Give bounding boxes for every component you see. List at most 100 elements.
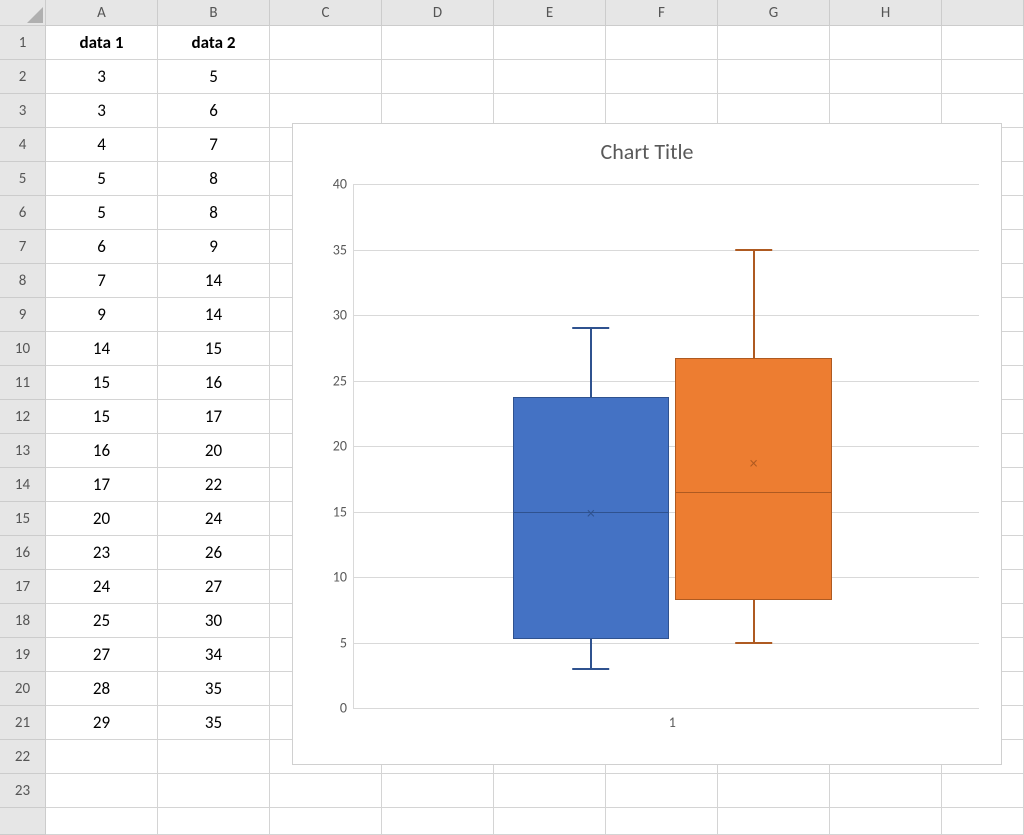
cell[interactable]: 25 [46,604,158,638]
cell[interactable]: data 1 [46,26,158,60]
select-all-corner[interactable] [0,0,46,26]
row-header[interactable]: 14 [0,468,46,502]
cell[interactable] [382,60,494,94]
cell[interactable] [718,774,830,808]
cell[interactable] [494,774,606,808]
row-header[interactable]: 1 [0,26,46,60]
column-header[interactable]: F [606,0,718,26]
row-header[interactable]: 13 [0,434,46,468]
cell[interactable]: 35 [158,706,270,740]
cell[interactable]: 14 [46,332,158,366]
cell[interactable]: 7 [158,128,270,162]
column-header[interactable]: C [270,0,382,26]
cell[interactable] [942,60,1024,94]
column-header[interactable]: D [382,0,494,26]
cell[interactable] [494,60,606,94]
cell[interactable] [718,60,830,94]
cell[interactable]: 15 [46,400,158,434]
cell[interactable] [270,774,382,808]
cell[interactable]: 34 [158,638,270,672]
cell[interactable] [718,808,830,835]
cell[interactable]: 3 [46,94,158,128]
cell[interactable]: 8 [158,196,270,230]
cell[interactable] [270,60,382,94]
row-header[interactable]: 12 [0,400,46,434]
cell[interactable]: 27 [46,638,158,672]
cell[interactable] [46,774,158,808]
cell[interactable]: 14 [158,264,270,298]
row-header[interactable]: 16 [0,536,46,570]
row-header[interactable] [0,808,46,835]
cell[interactable] [606,60,718,94]
row-header[interactable]: 10 [0,332,46,366]
row-header[interactable]: 18 [0,604,46,638]
cell[interactable]: 26 [158,536,270,570]
chart-title[interactable]: Chart Title [293,138,1001,165]
cell[interactable] [718,26,830,60]
cell[interactable]: 30 [158,604,270,638]
cell[interactable] [942,774,1024,808]
cell[interactable] [606,808,718,835]
cell[interactable] [942,26,1024,60]
cell[interactable] [606,774,718,808]
cell[interactable]: 22 [158,468,270,502]
cell[interactable]: 35 [158,672,270,706]
cell[interactable] [158,774,270,808]
cell[interactable]: 14 [158,298,270,332]
cell[interactable]: 16 [158,366,270,400]
cell[interactable]: 8 [158,162,270,196]
boxplot-chart[interactable]: Chart Title 05101520253035401×× [292,123,1002,765]
cell[interactable] [158,808,270,835]
cell[interactable]: 20 [46,502,158,536]
row-header[interactable]: 11 [0,366,46,400]
cell[interactable]: 29 [46,706,158,740]
cell[interactable] [382,26,494,60]
cell[interactable] [606,26,718,60]
row-header[interactable]: 23 [0,774,46,808]
row-header[interactable]: 5 [0,162,46,196]
column-header[interactable]: B [158,0,270,26]
cell[interactable] [46,740,158,774]
cell[interactable]: 9 [46,298,158,332]
row-header[interactable]: 15 [0,502,46,536]
row-header[interactable]: 22 [0,740,46,774]
row-header[interactable]: 20 [0,672,46,706]
cell[interactable]: 17 [158,400,270,434]
cell[interactable]: 27 [158,570,270,604]
cell[interactable]: 28 [46,672,158,706]
cell[interactable]: 16 [46,434,158,468]
cell[interactable]: 6 [46,230,158,264]
cell[interactable] [382,808,494,835]
cell[interactable] [382,774,494,808]
cell[interactable]: 24 [46,570,158,604]
cell[interactable]: 5 [158,60,270,94]
column-header[interactable]: A [46,0,158,26]
cell[interactable] [830,774,942,808]
cell[interactable]: 20 [158,434,270,468]
cell[interactable] [942,808,1024,835]
cell[interactable]: 4 [46,128,158,162]
cell[interactable]: 7 [46,264,158,298]
row-header[interactable]: 8 [0,264,46,298]
row-header[interactable]: 6 [0,196,46,230]
cell[interactable] [830,808,942,835]
cell[interactable]: 23 [46,536,158,570]
cell[interactable] [494,26,606,60]
cell[interactable] [830,60,942,94]
cell[interactable]: 3 [46,60,158,94]
cell[interactable]: 15 [158,332,270,366]
cell[interactable]: 15 [46,366,158,400]
row-header[interactable]: 9 [0,298,46,332]
column-header[interactable] [942,0,1024,26]
row-header[interactable]: 4 [0,128,46,162]
cell[interactable] [494,808,606,835]
cell[interactable]: 9 [158,230,270,264]
cell[interactable]: 24 [158,502,270,536]
cell[interactable]: data 2 [158,26,270,60]
cell[interactable]: 5 [46,196,158,230]
cell[interactable]: 5 [46,162,158,196]
cell[interactable] [270,26,382,60]
row-header[interactable]: 19 [0,638,46,672]
row-header[interactable]: 2 [0,60,46,94]
box[interactable] [675,358,832,600]
